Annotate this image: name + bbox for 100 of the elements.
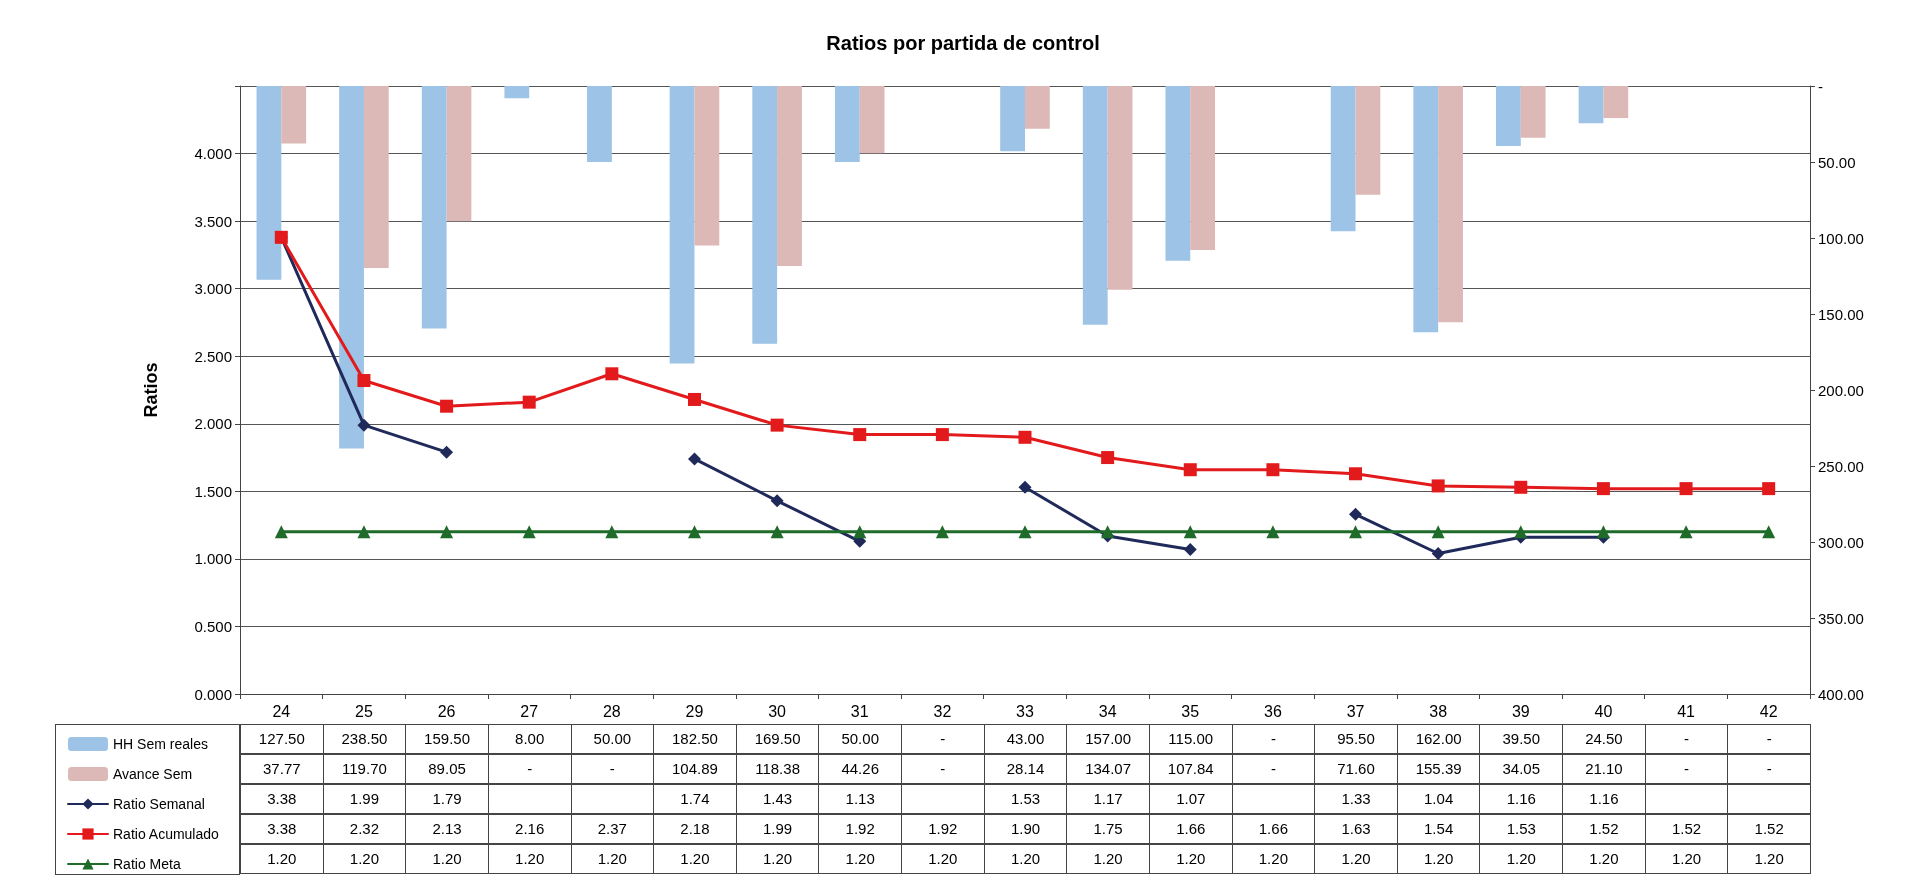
point [1596,525,1610,539]
y2-tick-label: 50.00 [1818,153,1856,171]
table-cell: 1.20 [735,844,820,874]
x-tick-label: 28 [602,702,621,720]
x-tick-label: 30 [768,702,787,720]
table-cell: - [1231,754,1316,784]
table-cell: 1.20 [1148,844,1233,874]
table-cell: 1.52 [1562,814,1646,844]
table-cell: 95.50 [1314,724,1398,754]
table-cell: 34.05 [1479,754,1564,784]
bar [339,86,364,449]
table-cell: 2.16 [487,814,572,844]
table-cell: - [901,754,985,784]
table-cell: 1.16 [1479,784,1564,814]
point [935,428,949,442]
point [274,525,288,539]
table-cell: 1.79 [405,784,489,814]
bar [1165,86,1191,261]
bar [694,86,720,246]
table-cell: 43.00 [983,724,1068,754]
table-cell: 1.53 [1479,814,1564,844]
point [1762,525,1776,539]
x-tick-label: 27 [520,702,539,720]
y-tick-label: 0.000 [194,685,232,703]
table-cell: 1.17 [1066,784,1150,814]
y-tick-label: 0.500 [194,617,232,635]
y-tick-label: 2.500 [194,347,232,365]
point [357,418,371,432]
x-tick-label: 41 [1677,702,1696,720]
y-tick-label: 4.000 [194,145,232,163]
point [357,374,371,388]
table-cell: 1.07 [1148,784,1233,814]
table-cell: 71.60 [1314,754,1398,784]
table-cell: 1.16 [1562,784,1646,814]
bar [1355,86,1381,195]
table-cell: - [1231,724,1316,754]
y2-tick-label: 250.00 [1818,457,1864,475]
table-cell: 107.84 [1148,754,1233,784]
table-cell: 3.38 [240,784,324,814]
table-cell: 1.52 [1727,814,1811,844]
legend-label: Ratio Meta [113,856,181,872]
bar [1520,86,1546,138]
y2-tick-label: 350.00 [1818,609,1864,627]
table-cell: 1.20 [1479,844,1564,874]
table-cell: 1.63 [1314,814,1398,844]
y-tick-label: 3.500 [194,212,232,230]
table-cell: 1.20 [1727,844,1811,874]
point [605,525,619,539]
table-cell: 1.04 [1396,784,1481,814]
point [1431,525,1445,539]
chart-title: Ratios por partida de control [826,32,1100,54]
table-cell: - [1644,754,1729,784]
table-cell: 159.50 [405,724,489,754]
table-cell: 1.75 [1066,814,1150,844]
table-cell: 104.89 [653,754,737,784]
y2-tick-label: 200.00 [1818,381,1864,399]
point [1349,525,1363,539]
x-tick-label: 39 [1511,702,1530,720]
x-tick-label: 26 [437,702,456,720]
x-tick-label: 31 [850,702,869,720]
point [1266,525,1280,539]
table-cell: 157.00 [1066,724,1150,754]
table-cell: - [487,754,572,784]
bar [1190,86,1216,250]
x-tick-label: 25 [355,702,373,720]
table-cell: 50.00 [818,724,903,754]
point [687,525,701,539]
table-cell: 1.90 [983,814,1068,844]
point [1596,482,1610,496]
bar [859,86,885,154]
point [357,525,371,539]
x-tick-label: 35 [1181,702,1200,720]
point [1183,525,1197,539]
point [1101,525,1115,539]
table-cell: 37.77 [240,754,324,784]
point [1183,463,1197,477]
x-tick-label: 34 [1098,702,1117,720]
point [1679,482,1693,496]
table-cell: 89.05 [405,754,489,784]
table-cell: 1.20 [901,844,985,874]
table-cell: 39.50 [1479,724,1564,754]
x-tick-label: 36 [1264,702,1282,720]
point [1018,525,1032,539]
table-cell: 1.54 [1396,814,1481,844]
table-cell: - [1727,724,1811,754]
table-cell: 238.50 [322,724,407,754]
point [1349,467,1363,481]
point [1266,463,1280,477]
table-cell: - [1727,754,1811,784]
y-tick-label: 3.000 [194,280,232,298]
table-cell: 1.92 [901,814,985,844]
table-cell: 1.20 [240,844,324,874]
table-cell: 1.20 [1644,844,1729,874]
legend-label: Avance Sem [113,766,193,782]
y-tick-label: 2.000 [194,415,232,433]
point [935,525,949,539]
table-cell: 1.20 [653,844,737,874]
bar [1438,86,1463,323]
x-tick-label: 32 [933,702,952,720]
table-cell: 1.74 [653,784,737,814]
